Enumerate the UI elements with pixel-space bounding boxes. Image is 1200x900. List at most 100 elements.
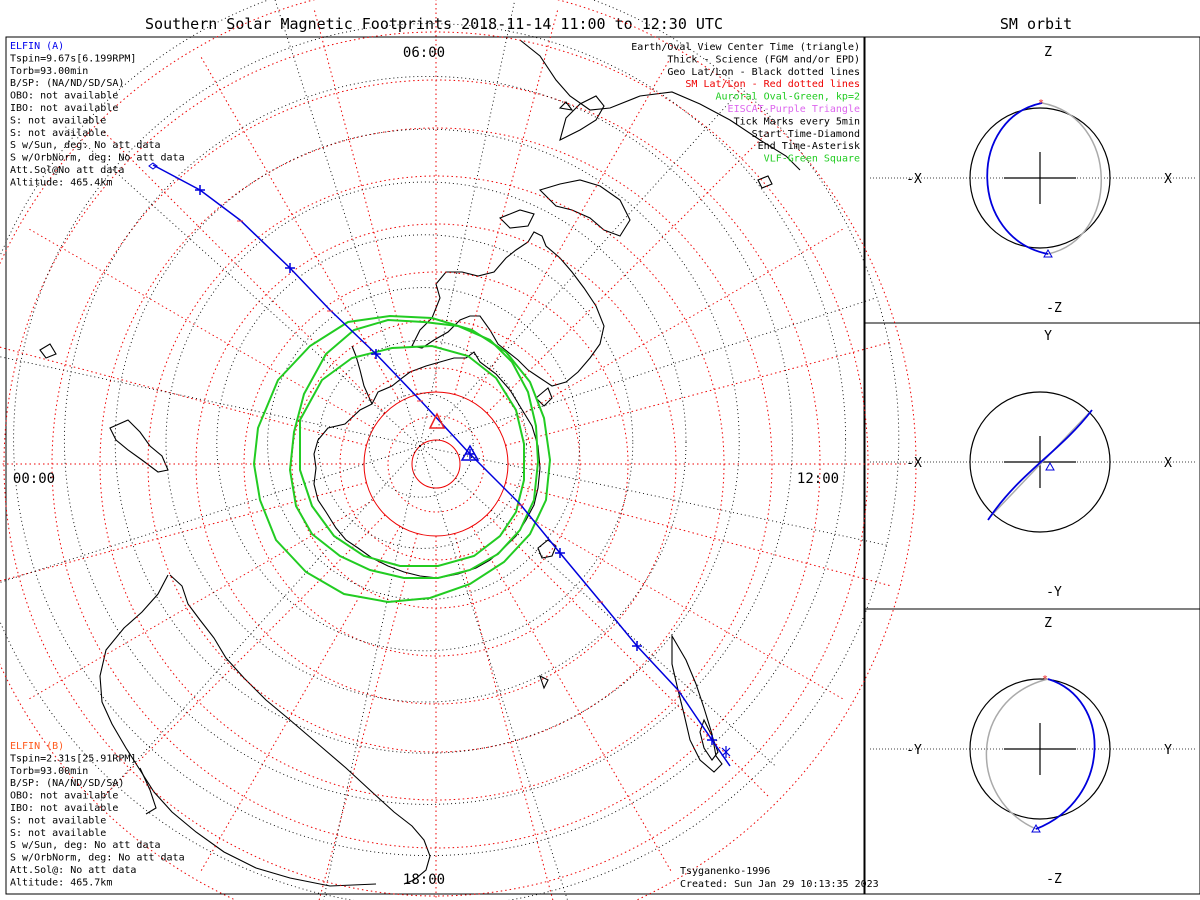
sm-lat-circle <box>243 271 629 657</box>
panel-axis-label-right: Y <box>1164 743 1172 758</box>
elfin-a-info-line: S: not available <box>10 115 106 126</box>
sm-meridian <box>200 56 401 402</box>
elfin-b-info-line: S w/OrbNorm, deg: No att data <box>10 853 185 864</box>
geo-lat-circle <box>13 23 847 857</box>
sm-lat-circle <box>0 0 917 900</box>
sm-meridian <box>313 9 418 395</box>
geo-meridian <box>98 445 421 804</box>
geo-meridian <box>419 88 742 447</box>
geo-meridian <box>274 0 421 447</box>
orbit-ticks-elfin-a <box>195 185 717 745</box>
elfin-a-info-line: S: not available <box>10 128 106 139</box>
elfin-b-name: ELFIN (B) <box>10 741 64 752</box>
elfin-b-info-line: IBO: not available <box>10 803 118 814</box>
elfin-b-info: ELFIN (B) Tspin=2.31s[25.91RPM] Torb=93.0… <box>10 741 185 888</box>
orbit-panel-yz-frame <box>864 608 1200 895</box>
elfin-a-info-line: Torb=93.00min <box>10 66 88 77</box>
sm-meridian <box>28 228 374 429</box>
geo-meridian <box>323 445 421 900</box>
geo-meridian <box>419 445 568 900</box>
sm-meridian <box>454 533 554 900</box>
panel-axis-label-bottom: -Y <box>1046 585 1062 600</box>
panel-axis-label-bottom: -Z <box>1046 301 1062 316</box>
orbit-panel-yz: -Y Y Z -Z * <box>870 616 1195 887</box>
elfin-b-info-line: Torb=93.00min <box>10 766 88 777</box>
elfin-a-info-line: IBO: not available <box>10 103 118 114</box>
legend: Earth/Oval View Center Time (triangle)Th… <box>631 42 860 165</box>
sm-inner-circle <box>363 391 509 537</box>
elfin-a-info-line: S w/Sun, deg: No att data <box>10 140 161 151</box>
elfin-a-info-line: Tspin=9.67s[6.199RPM] <box>10 53 136 64</box>
panel-axis-label-top: Z <box>1044 616 1052 631</box>
elfin-a-info-line: Altitude: 465.4km <box>10 177 112 188</box>
sm-center-circle <box>411 439 461 489</box>
orbit-curve-b <box>1041 102 1102 255</box>
view-center-triangle-b <box>428 412 446 429</box>
sm-meridian <box>454 9 559 395</box>
orbit-curve-b <box>989 411 1091 518</box>
sm-lat-circle <box>99 127 773 801</box>
panel-axis-label-left: -Y <box>906 743 922 758</box>
map-frame <box>5 36 865 895</box>
start-marker: * <box>1042 674 1048 685</box>
view-triangle <box>1031 823 1041 833</box>
orbit-curve-a <box>1035 678 1096 830</box>
legend-entry: End Time-Asterisk <box>758 141 860 152</box>
elfin-b-info-line: Tspin=2.31s[25.91RPM] <box>10 753 136 764</box>
geo-meridian <box>0 356 421 447</box>
orbit-curve-b <box>985 678 1049 830</box>
sm-meridian <box>498 499 844 700</box>
panel-axis-label-right: X <box>1164 172 1172 187</box>
elfin-b-info-line: Altitude: 465.7km <box>10 877 112 888</box>
sm-meridian <box>505 341 891 446</box>
panel-axis-label-bottom: -Z <box>1046 872 1062 887</box>
elfin-a-info-line: Att.Sol@No att data <box>10 165 124 176</box>
orbit-ticks-elfin-b <box>237 220 681 692</box>
geo-meridian <box>419 445 778 768</box>
mlt-label-right: 12:00 <box>797 471 839 487</box>
mlt-label-left: 00:00 <box>13 471 55 487</box>
sm-meridian <box>505 482 891 587</box>
geo-lat-circle <box>317 339 527 549</box>
geo-meridian <box>419 0 516 447</box>
view-triangle <box>1043 248 1053 258</box>
elfin-b-info-line: S: not available <box>10 815 106 826</box>
sm-meridian <box>486 514 769 797</box>
legend-entry: Geo Lat/Lon - Black dotted lines <box>667 67 860 78</box>
sm-meridian <box>498 228 844 429</box>
elfin-b-info-line: B/SP: (NA/ND/SD/SA) <box>10 778 124 789</box>
sm-meridian <box>0 346 367 446</box>
geo-meridian <box>0 445 421 583</box>
created-label: Created: Sun Jan 29 10:13:35 2023 <box>680 879 879 890</box>
model-label: Tsyganenko-1996 <box>680 866 770 877</box>
geo-lat-circle <box>114 128 740 754</box>
start-marker: * <box>1038 98 1044 109</box>
side-title: SM orbit <box>1000 15 1072 33</box>
sm-meridian <box>471 56 672 402</box>
start-diamond <box>148 162 158 170</box>
geo-lat-circle <box>368 392 474 498</box>
elfin-a-info: ELFIN (A) Tspin=9.67s[6.199RPM] Torb=93.0… <box>10 41 185 188</box>
legend-entry: SM Lat/Lon - Red dotted lines <box>685 79 860 90</box>
sm-meridians <box>0 0 906 900</box>
sm-meridian <box>471 526 672 872</box>
legend-entry: VLF-Green Square <box>764 154 860 165</box>
orbit-track-elfin-a <box>152 164 731 767</box>
auroral-oval-outer <box>288 318 540 579</box>
mlt-label-top: 06:00 <box>403 45 445 61</box>
mlt-label-bottom: 18:00 <box>403 872 445 888</box>
geo-lat-circle <box>216 234 634 652</box>
orbit-panel-xy: -X X Y -Y <box>870 329 1195 600</box>
elfin-a-info-line: B/SP: (NA/ND/SD/SA) <box>10 78 124 89</box>
geo-meridian <box>419 297 877 447</box>
sm-meridian <box>0 482 367 582</box>
earth-outline <box>969 678 1111 820</box>
panel-axis-label-left: -X <box>906 172 922 187</box>
geo-lat-circle <box>63 75 793 805</box>
elfin-b-info-line: S w/Sun, deg: No att data <box>10 840 161 851</box>
panel-axis-label-left: -X <box>906 456 922 471</box>
sm-lat-circle <box>387 415 485 513</box>
sm-meridian <box>200 526 401 872</box>
geo-lat-circle <box>165 181 687 703</box>
legend-entry: Thick - Science (FGM and/or EPD) <box>667 54 860 65</box>
